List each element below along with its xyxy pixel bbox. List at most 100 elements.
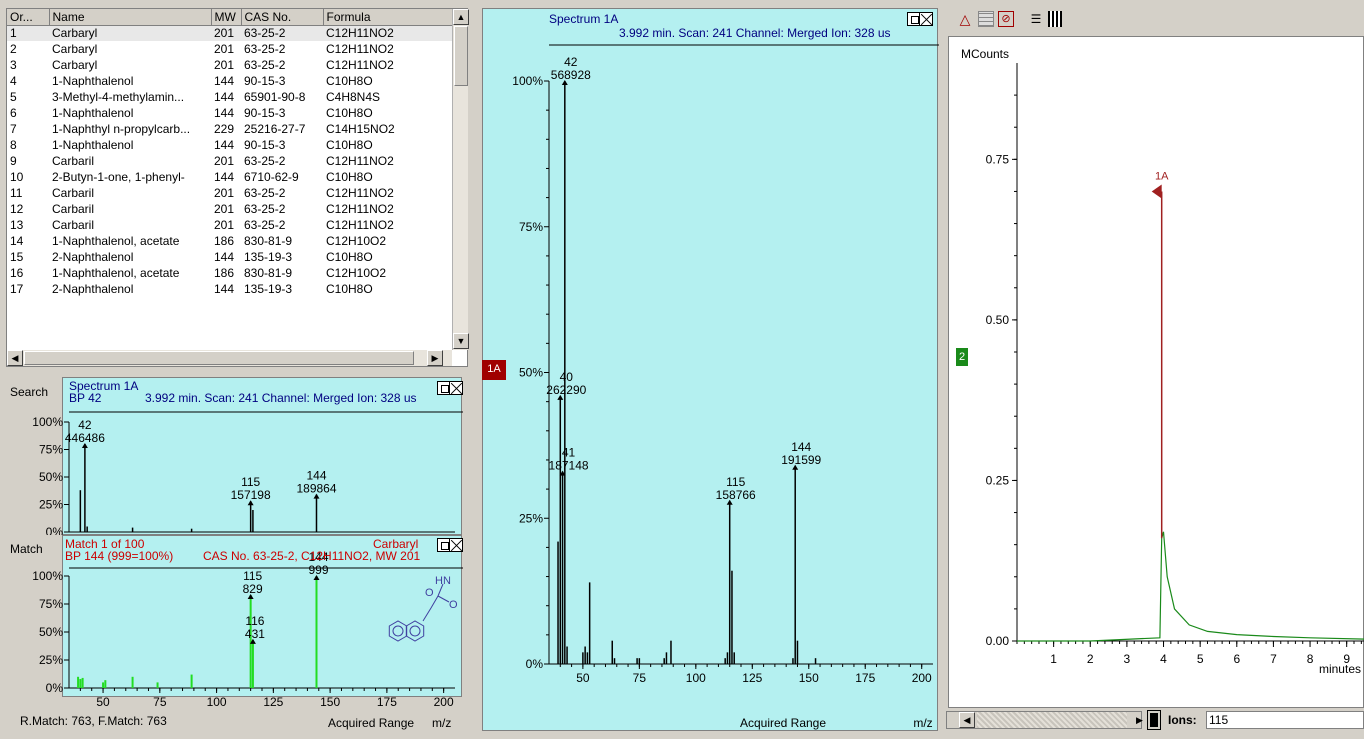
- y-tick-label: 50%: [519, 366, 543, 380]
- x-tick-label: 100: [207, 695, 227, 709]
- table-cell: 65901-90-8: [244, 90, 306, 104]
- table-icon[interactable]: [1048, 11, 1062, 27]
- column-header-2[interactable]: MW: [211, 9, 242, 26]
- table-row[interactable]: 13 Carbaril 201 63-25-2 C12H11NO2: [7, 217, 453, 233]
- column-header-0[interactable]: Or...: [7, 9, 50, 26]
- match-info: CAS No. 63-25-2, C12H11NO2, MW 201: [203, 549, 421, 563]
- peak-marker: [792, 464, 799, 470]
- peak-abundance-label: 189864: [296, 482, 336, 496]
- table-cell: Carbaril: [52, 186, 95, 200]
- table-horizontal-scrollbar[interactable]: ◀ ▶: [7, 350, 452, 366]
- chrom-x-tick-label: 1: [1050, 652, 1057, 666]
- y-tick-label: 75%: [519, 220, 543, 234]
- table-row[interactable]: 2 Carbaryl 201 63-25-2 C12H11NO2: [7, 41, 453, 57]
- list-icon[interactable]: ☰: [1030, 12, 1042, 26]
- chrom-x-tick-label: 4: [1160, 652, 1167, 666]
- table-cell: 201: [214, 202, 235, 216]
- match-side-label: Match: [10, 542, 43, 556]
- column-header-1[interactable]: Name: [49, 9, 212, 26]
- table-cell: Carbaryl: [49, 25, 211, 41]
- match-close-button[interactable]: [449, 538, 463, 552]
- match-maximize-button[interactable]: [437, 538, 451, 552]
- search-close-button[interactable]: [449, 381, 463, 395]
- table-cell: 63-25-2: [244, 186, 286, 200]
- column-header-4[interactable]: Formula: [323, 9, 454, 26]
- peak-mz-label: 115: [241, 475, 260, 489]
- peak-abundance-label: 157198: [231, 488, 271, 502]
- table-row[interactable]: 4 1-Naphthalenol 144 90-15-3 C10H8O: [7, 73, 453, 89]
- x-tick-label: 75: [633, 671, 647, 685]
- scroll-left-button[interactable]: ◀: [7, 350, 23, 366]
- table-cell: 201: [214, 154, 235, 168]
- ions-slider-handle[interactable]: [1147, 710, 1161, 730]
- peak-marker: [557, 394, 564, 400]
- x-tick-label: 50: [96, 695, 110, 709]
- scroll-up-button[interactable]: ▲: [453, 9, 469, 25]
- table-vertical-scrollbar[interactable]: ▲ ▼: [452, 9, 469, 350]
- table-cell: 201: [214, 42, 235, 56]
- table-row[interactable]: 6 1-Naphthalenol 144 90-15-3 C10H8O: [7, 105, 453, 121]
- chrom-x-tick-label: 8: [1307, 652, 1314, 666]
- x-tick-label: 200: [912, 671, 932, 685]
- table-cell: 830-81-9: [244, 234, 293, 248]
- table-cell: Carbaryl: [52, 58, 98, 72]
- table-cell: 201: [214, 218, 235, 232]
- x-tick-label: 125: [742, 671, 762, 685]
- no-peak-icon[interactable]: ⊘: [998, 11, 1014, 27]
- peak-marker: [247, 500, 254, 506]
- table-row[interactable]: 5 3-Methyl-4-methylamin... 144 65901-90-8 C4…: [7, 89, 453, 105]
- chrom-scroll-right-button[interactable]: ▶: [1136, 715, 1143, 725]
- ions-input[interactable]: [1206, 711, 1364, 729]
- spectrum-close-button[interactable]: [919, 12, 933, 26]
- y-tick-label: 75%: [39, 597, 63, 611]
- oxygen-label-carbonyl: O: [449, 599, 458, 611]
- scroll-thumb[interactable]: [454, 26, 468, 86]
- table-row[interactable]: 17 2-Naphthalenol 144 135-19-3 C10H8O: [7, 281, 453, 297]
- table-row[interactable]: 10 2-Butyn-1-one, 1-phenyl- 144 6710-62-9 C1…: [7, 169, 453, 185]
- peak-mz-label: 144: [791, 440, 811, 454]
- table-row[interactable]: 8 1-Naphthalenol 144 90-15-3 C10H8O: [7, 137, 453, 153]
- table-cell: C12H11NO2: [326, 202, 394, 216]
- table-row[interactable]: 1 Carbaryl 201 63-25-2 C12H11NO2: [7, 25, 453, 41]
- table-cell: 7: [10, 122, 17, 136]
- table-row[interactable]: 15 2-Naphthalenol 144 135-19-3 C10H8O: [7, 249, 453, 265]
- table-row[interactable]: 16 1-Naphthalenol, acetate 186 830-81-9 C12H…: [7, 265, 453, 281]
- table-cell: C12H10O2: [326, 234, 387, 248]
- grid-icon[interactable]: [978, 11, 994, 27]
- table-row[interactable]: 12 Carbaril 201 63-25-2 C12H11NO2: [7, 201, 453, 217]
- peak-marker: [313, 493, 320, 499]
- chrom-y-tick-label: 0.50: [986, 313, 1010, 327]
- peak-abundance-label: 999: [308, 563, 328, 577]
- table-row[interactable]: 14 1-Naphthalenol, acetate 186 830-81-9 C12H…: [7, 233, 453, 249]
- chrom-scroll-track[interactable]: [977, 712, 1127, 728]
- chrom-x-tick-label: 6: [1233, 652, 1240, 666]
- table-cell: 2: [10, 42, 17, 56]
- x-tick-label: 125: [263, 695, 283, 709]
- x-tick-label: 175: [377, 695, 397, 709]
- scroll-right-button[interactable]: ▶: [427, 350, 443, 366]
- chrom-scroll-left-button[interactable]: ◀: [959, 712, 975, 728]
- table-row[interactable]: 7 1-Naphthyl n-propylcarb... 229 25216-27-7…: [7, 121, 453, 137]
- table-cell: C12H11NO2: [326, 218, 394, 232]
- table-row[interactable]: 11 Carbaril 201 63-25-2 C12H11NO2: [7, 185, 453, 201]
- y-tick-label: 100%: [32, 569, 63, 583]
- table-cell: Carbaril: [52, 218, 95, 232]
- x-tick-label: 150: [799, 671, 819, 685]
- column-header-3[interactable]: CAS No.: [241, 9, 324, 26]
- chrom-hscroll[interactable]: ◀: [946, 711, 1142, 729]
- table-row[interactable]: 3 Carbaryl 201 63-25-2 C12H11NO2: [7, 57, 453, 73]
- hscroll-thumb[interactable]: [24, 351, 414, 365]
- chromatogram-bottom-bar: ◀ ▶ Ions:: [946, 710, 1364, 731]
- spectrum-maximize-button[interactable]: [907, 12, 921, 26]
- match-spectrum-area: 100% 75% 50% 25% 0% 50 75 100 125 150 175 200 115 829…: [32, 535, 463, 709]
- table-cell: 1-Naphthalenol: [52, 106, 134, 120]
- table-row[interactable]: 9 Carbaril 201 63-25-2 C12H11NO2: [7, 153, 453, 169]
- peak-mz-label: 41: [562, 446, 576, 460]
- scroll-down-button[interactable]: ▼: [453, 333, 469, 349]
- peak-icon[interactable]: △: [959, 11, 971, 27]
- chromatogram-tag[interactable]: 2: [956, 348, 968, 366]
- match-footer: R.Match: 763, F.Match: 763: [20, 714, 167, 728]
- spectrum-tag[interactable]: 1A: [482, 360, 506, 380]
- y-tick-label: 75%: [39, 443, 63, 457]
